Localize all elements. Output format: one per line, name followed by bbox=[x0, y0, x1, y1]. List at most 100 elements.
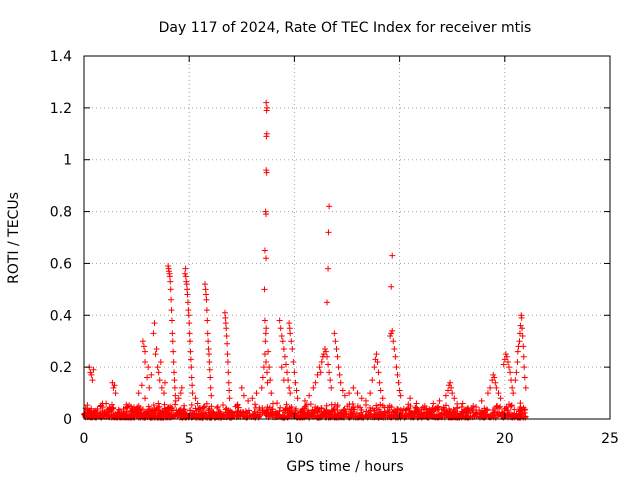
data-point bbox=[516, 330, 523, 337]
data-point bbox=[171, 384, 178, 391]
baseline-point bbox=[150, 402, 157, 409]
baseline-point bbox=[440, 404, 447, 411]
data-point bbox=[205, 345, 212, 352]
data-point bbox=[225, 369, 232, 376]
baseline-point bbox=[167, 403, 174, 410]
data-point bbox=[500, 361, 507, 368]
data-point bbox=[223, 333, 230, 340]
baseline-point bbox=[214, 403, 221, 410]
data-point bbox=[346, 390, 353, 397]
data-point bbox=[142, 348, 149, 355]
data-point bbox=[262, 358, 269, 365]
data-point bbox=[362, 397, 369, 404]
data-point bbox=[203, 296, 210, 303]
baseline-point bbox=[181, 406, 188, 413]
data-point bbox=[333, 345, 340, 352]
data-point bbox=[253, 390, 260, 397]
baseline-point bbox=[210, 409, 217, 416]
data-point bbox=[268, 390, 275, 397]
data-point bbox=[497, 395, 504, 402]
baseline-point bbox=[114, 413, 121, 420]
baseline-point bbox=[379, 402, 386, 409]
data-point bbox=[185, 312, 192, 319]
data-point bbox=[263, 130, 270, 137]
baseline-point bbox=[213, 405, 220, 412]
data-point bbox=[522, 384, 529, 391]
baseline-point bbox=[377, 408, 384, 415]
data-point bbox=[504, 358, 511, 365]
data-point bbox=[264, 369, 271, 376]
y-tick-label: 1.4 bbox=[50, 49, 72, 65]
baseline-point bbox=[334, 403, 341, 410]
data-point bbox=[316, 364, 323, 371]
data-point bbox=[495, 390, 502, 397]
data-point bbox=[389, 327, 396, 334]
data-point bbox=[509, 384, 516, 391]
data-point bbox=[89, 377, 96, 384]
data-point bbox=[341, 392, 348, 399]
data-point bbox=[332, 338, 339, 345]
data-point bbox=[396, 387, 403, 394]
data-point bbox=[261, 317, 268, 324]
data-point bbox=[262, 211, 269, 218]
data-point bbox=[178, 384, 185, 391]
data-point bbox=[324, 353, 331, 360]
baseline-point bbox=[280, 407, 287, 414]
data-point bbox=[224, 340, 231, 347]
data-point bbox=[238, 384, 245, 391]
plot-frame bbox=[83, 55, 611, 420]
data-point bbox=[226, 395, 233, 402]
data-point bbox=[150, 330, 157, 337]
baseline-point bbox=[346, 406, 353, 413]
data-points bbox=[81, 99, 529, 421]
baseline-point bbox=[316, 406, 323, 413]
data-point bbox=[393, 364, 400, 371]
baseline-point bbox=[495, 404, 502, 411]
data-point bbox=[186, 320, 193, 327]
data-point bbox=[322, 348, 329, 355]
baseline-point bbox=[234, 401, 241, 408]
data-point bbox=[324, 299, 331, 306]
baseline-point bbox=[373, 402, 380, 409]
data-point bbox=[152, 351, 159, 358]
baseline-point bbox=[427, 408, 434, 415]
data-point bbox=[321, 345, 328, 352]
data-point bbox=[430, 400, 437, 407]
data-point bbox=[490, 371, 497, 378]
data-point bbox=[245, 397, 252, 404]
data-point bbox=[277, 325, 284, 332]
baseline-point bbox=[84, 406, 91, 413]
data-point bbox=[167, 286, 174, 293]
data-point bbox=[145, 364, 152, 371]
baseline-point bbox=[264, 403, 271, 410]
data-point bbox=[290, 358, 297, 365]
data-point bbox=[175, 395, 182, 402]
data-point bbox=[325, 265, 332, 272]
data-point bbox=[142, 358, 149, 365]
data-point bbox=[110, 384, 117, 391]
baseline-point bbox=[328, 401, 335, 408]
x-tick-label: 0 bbox=[80, 431, 89, 447]
data-point bbox=[291, 369, 298, 376]
data-point bbox=[451, 395, 458, 402]
data-point bbox=[281, 353, 288, 360]
baseline-point bbox=[149, 407, 156, 414]
baseline-point bbox=[124, 404, 131, 411]
data-point bbox=[169, 338, 176, 345]
baseline-point bbox=[367, 404, 374, 411]
data-point bbox=[226, 387, 233, 394]
data-point bbox=[166, 273, 173, 280]
data-point bbox=[407, 395, 414, 402]
data-point bbox=[388, 283, 395, 290]
baseline-point bbox=[298, 408, 305, 415]
data-point bbox=[367, 390, 374, 397]
data-point bbox=[478, 397, 485, 404]
data-point bbox=[334, 353, 341, 360]
baseline-point bbox=[216, 409, 223, 416]
baseline-point bbox=[303, 401, 310, 408]
data-point bbox=[259, 374, 266, 381]
baseline-point bbox=[145, 410, 152, 417]
data-point bbox=[292, 379, 299, 386]
data-point bbox=[287, 390, 294, 397]
